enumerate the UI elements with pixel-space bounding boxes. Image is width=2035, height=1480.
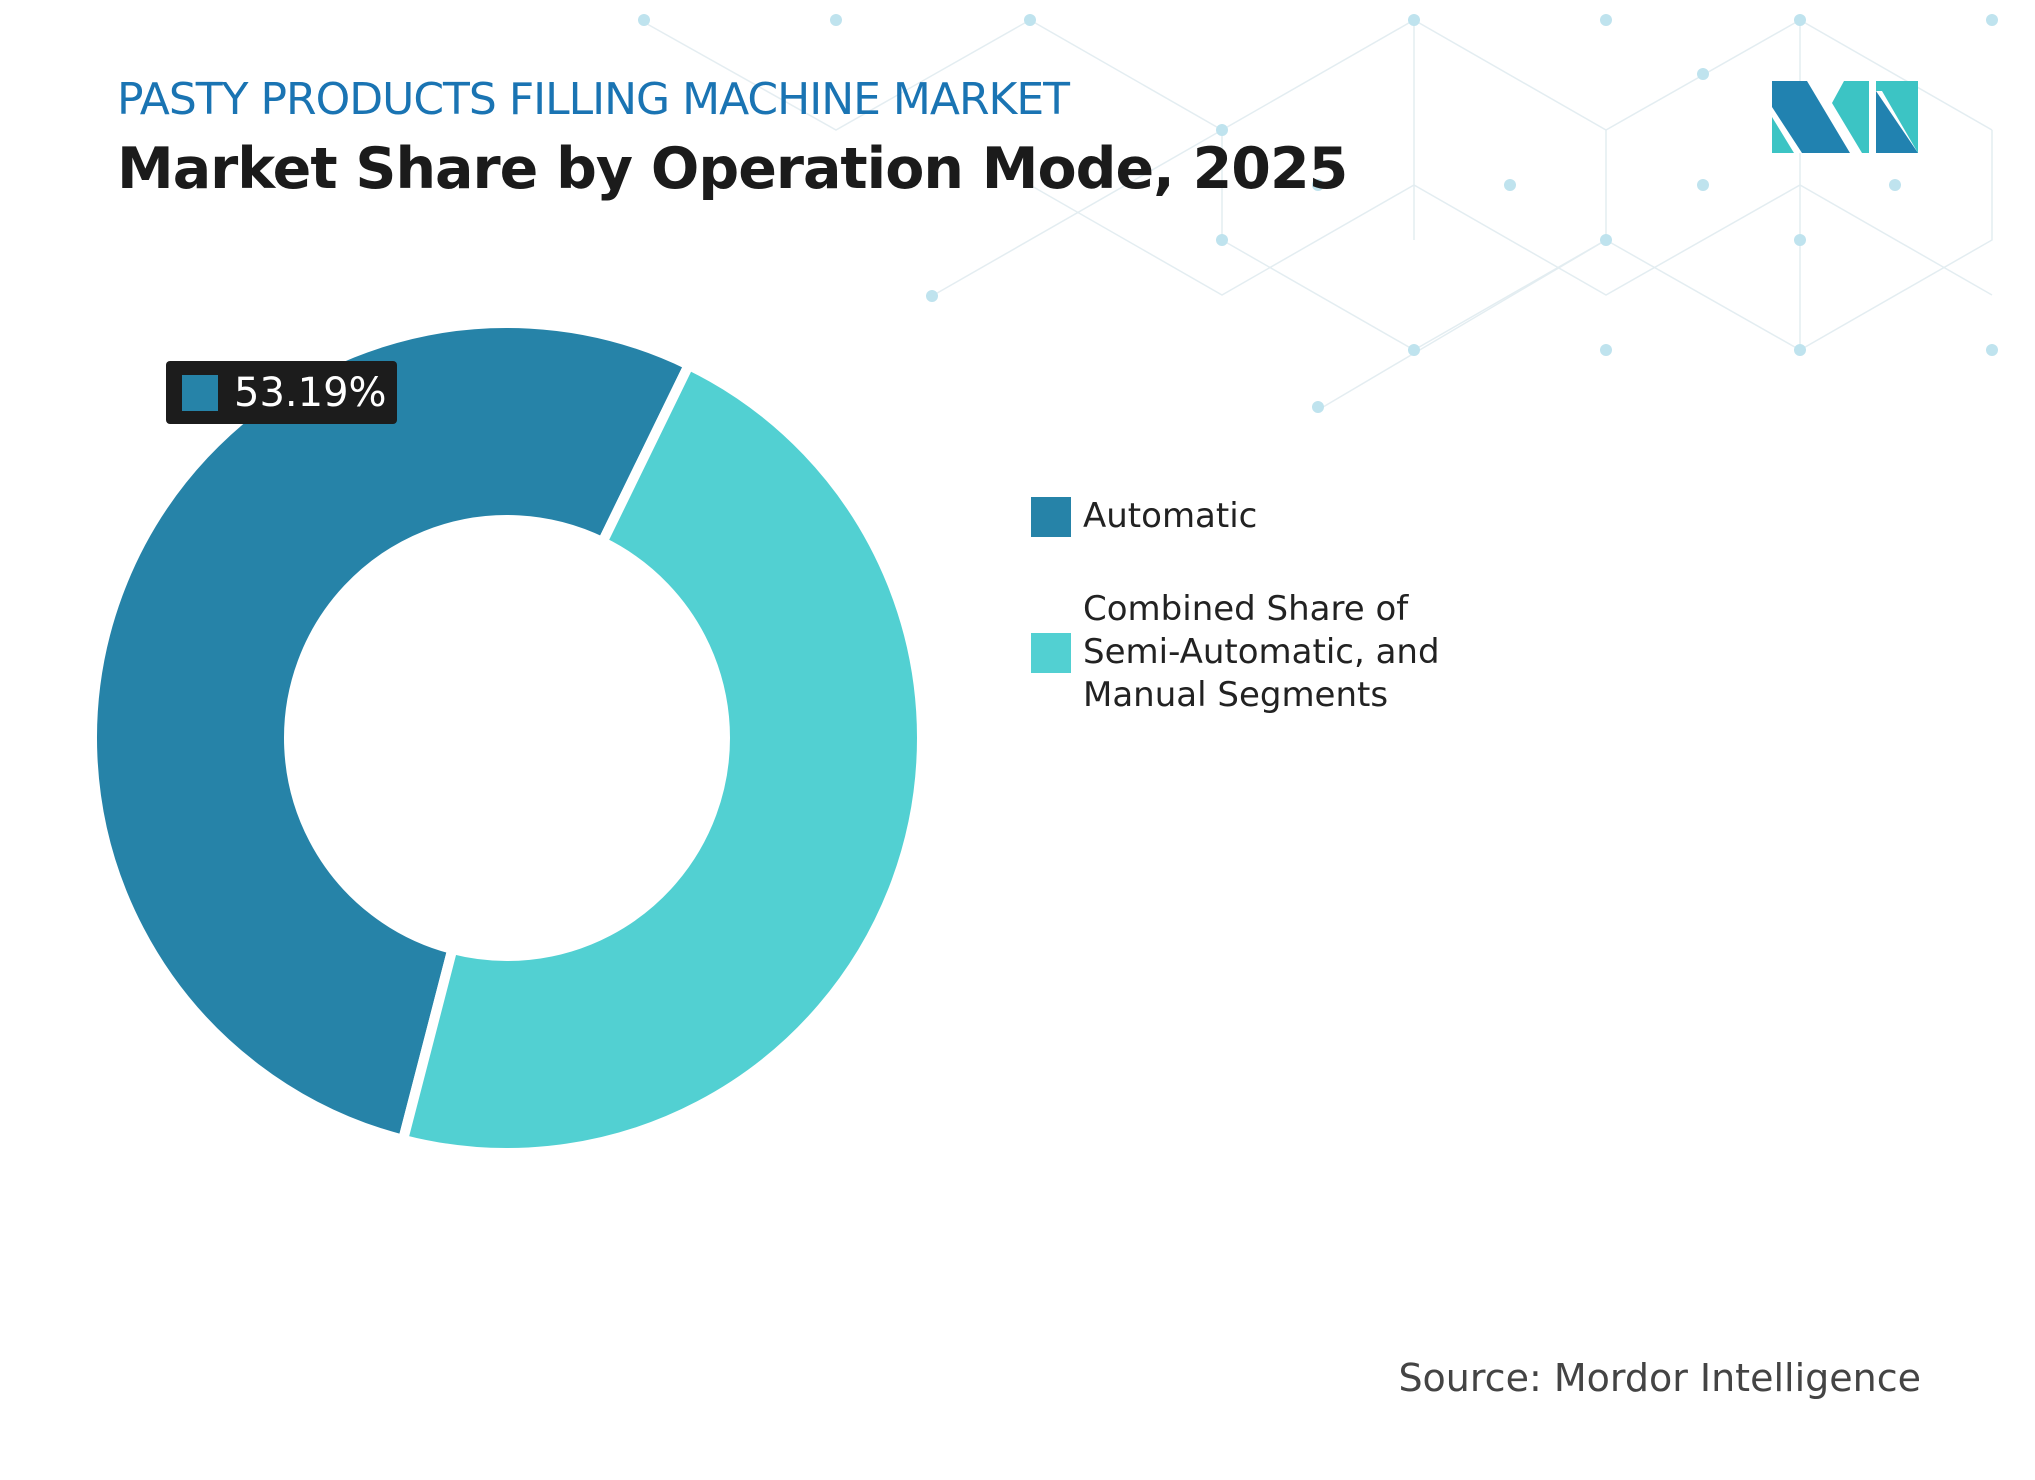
chart-title: Market Share by Operation Mode, 2025 (117, 136, 1348, 202)
data-label-automatic: 53.19% (166, 361, 397, 424)
mordor-logo (1772, 81, 1918, 153)
legend: Automatic Combined Share of Semi-Automat… (1031, 495, 1643, 767)
legend-swatch (1031, 496, 1071, 537)
data-label-swatch (182, 374, 218, 411)
data-label-value: 53.19% (234, 369, 387, 416)
background-hex-pattern (638, 14, 1998, 413)
legend-item-automatic: Automatic (1031, 495, 1643, 538)
legend-item-combined: Combined Share of Semi-Automatic, and Ma… (1031, 588, 1643, 717)
donut-slice-combined (396, 358, 927, 1158)
donut-chart (87, 318, 927, 1158)
chart-subtitle: PASTY PRODUCTS FILLING MACHINE MARKET (117, 74, 1070, 125)
legend-label: Combined Share of Semi-Automatic, and Ma… (1083, 589, 1440, 715)
legend-swatch (1031, 632, 1071, 673)
donut-slice-automatic (87, 318, 696, 1146)
legend-label: Automatic (1083, 496, 1258, 536)
source-note: Source: Mordor Intelligence (1398, 1356, 1921, 1400)
